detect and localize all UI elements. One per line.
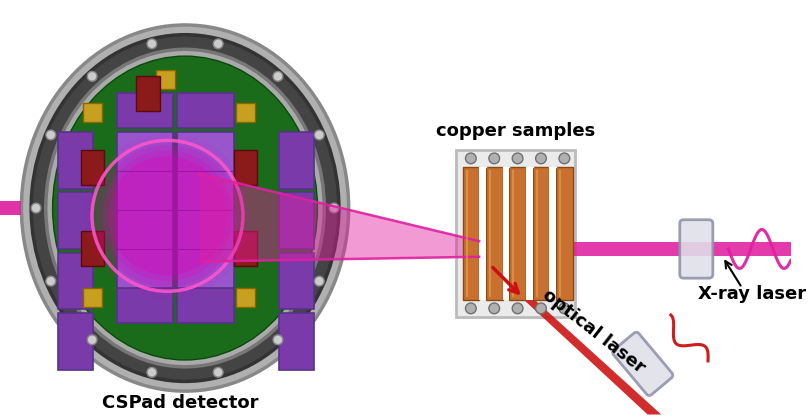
Bar — [136, 76, 160, 110]
Ellipse shape — [21, 25, 348, 391]
Circle shape — [488, 303, 499, 314]
Circle shape — [488, 153, 499, 164]
Bar — [117, 93, 173, 128]
Bar — [485, 167, 502, 299]
FancyBboxPatch shape — [679, 220, 712, 278]
Circle shape — [328, 203, 338, 213]
Ellipse shape — [108, 156, 226, 275]
Ellipse shape — [53, 56, 317, 360]
Bar — [235, 103, 255, 122]
Text: X-ray laser: X-ray laser — [697, 285, 805, 303]
Ellipse shape — [84, 133, 250, 299]
Bar — [235, 288, 255, 307]
Circle shape — [558, 153, 569, 164]
Bar — [508, 167, 526, 299]
Bar — [556, 167, 572, 299]
Text: optical laser: optical laser — [539, 286, 648, 377]
Ellipse shape — [102, 151, 233, 281]
Polygon shape — [474, 254, 660, 415]
Circle shape — [46, 276, 56, 286]
Bar — [502, 167, 508, 299]
Ellipse shape — [31, 35, 338, 381]
Circle shape — [512, 303, 522, 314]
Bar — [548, 167, 556, 299]
FancyBboxPatch shape — [611, 332, 672, 396]
Bar — [83, 103, 102, 122]
Circle shape — [213, 39, 223, 49]
Circle shape — [558, 303, 569, 314]
Bar — [58, 132, 93, 189]
Bar — [117, 132, 173, 288]
Bar — [278, 192, 313, 249]
Bar — [58, 253, 93, 310]
Bar — [278, 313, 313, 370]
Bar — [526, 167, 532, 299]
Polygon shape — [200, 174, 478, 262]
Circle shape — [87, 71, 97, 81]
Circle shape — [272, 335, 282, 345]
Bar — [117, 288, 173, 323]
Circle shape — [465, 303, 475, 314]
Bar — [177, 132, 234, 288]
Bar — [455, 150, 574, 317]
Bar — [83, 288, 102, 307]
Circle shape — [31, 203, 41, 213]
Ellipse shape — [97, 145, 238, 287]
Circle shape — [535, 153, 546, 164]
Polygon shape — [487, 242, 790, 256]
Bar — [177, 288, 234, 323]
Bar — [58, 313, 93, 370]
Circle shape — [46, 130, 56, 140]
Bar — [532, 167, 548, 299]
Text: copper samples: copper samples — [435, 122, 594, 140]
Circle shape — [314, 276, 324, 286]
Text: CSPad detector: CSPad detector — [102, 394, 258, 412]
Polygon shape — [0, 201, 21, 215]
Bar — [234, 231, 257, 266]
Bar — [278, 132, 313, 189]
Bar — [278, 253, 313, 310]
Circle shape — [314, 130, 324, 140]
Bar — [156, 70, 175, 89]
Circle shape — [272, 71, 282, 81]
Ellipse shape — [45, 49, 324, 367]
Bar — [478, 167, 485, 299]
Circle shape — [512, 153, 522, 164]
Bar — [58, 192, 93, 249]
Bar — [177, 93, 234, 128]
Circle shape — [147, 368, 157, 377]
Ellipse shape — [91, 139, 244, 293]
Circle shape — [147, 39, 157, 49]
Bar — [81, 231, 104, 266]
Circle shape — [87, 335, 97, 345]
Bar — [234, 150, 257, 185]
Circle shape — [465, 153, 475, 164]
Circle shape — [213, 368, 223, 377]
Circle shape — [535, 303, 546, 314]
Bar — [81, 150, 104, 185]
Bar — [462, 167, 478, 299]
